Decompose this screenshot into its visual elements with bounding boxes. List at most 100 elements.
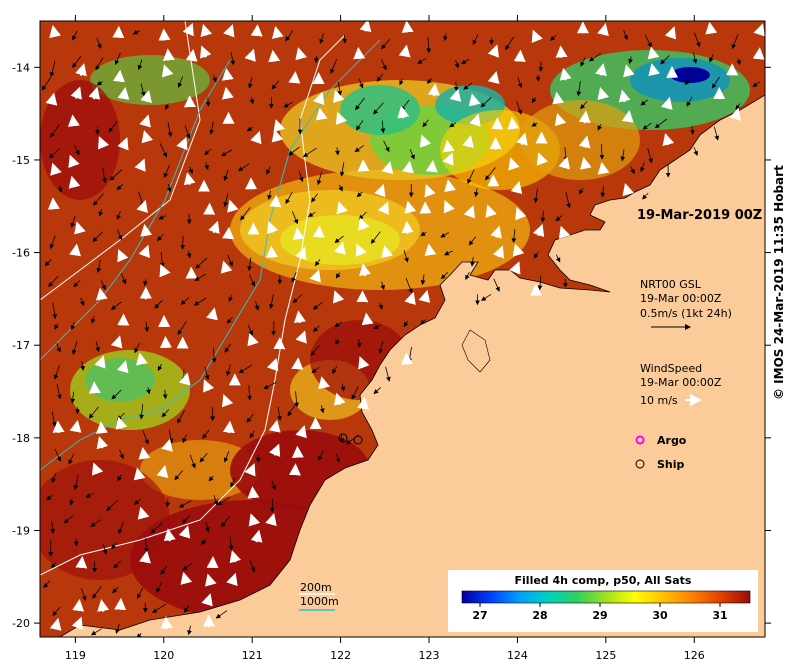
current-vector bbox=[41, 76, 52, 91]
current-vector bbox=[370, 231, 381, 244]
current-vector bbox=[248, 77, 253, 89]
current-vector bbox=[116, 184, 124, 191]
current-vector bbox=[292, 294, 303, 304]
current-vector bbox=[137, 587, 144, 599]
current-vector bbox=[420, 231, 427, 237]
current-vector bbox=[420, 319, 427, 325]
wind-vector bbox=[335, 111, 348, 125]
wind-legend-time: 19-Mar 00:00Z bbox=[640, 376, 722, 389]
current-vector bbox=[80, 361, 85, 371]
wind-vector bbox=[515, 207, 527, 221]
current-vector bbox=[73, 144, 80, 156]
current-vector bbox=[54, 323, 59, 330]
wind-vector bbox=[487, 44, 499, 58]
current-vector bbox=[277, 406, 282, 421]
current-vector bbox=[73, 474, 79, 490]
wind-vector bbox=[88, 86, 101, 100]
wind-vector bbox=[50, 162, 62, 176]
current-vector bbox=[493, 278, 500, 292]
x-tick-label: 121 bbox=[242, 649, 263, 662]
current-vector bbox=[283, 101, 294, 108]
current-vector bbox=[117, 229, 123, 241]
wind-vector bbox=[313, 91, 325, 106]
current-vector bbox=[246, 126, 253, 132]
y-axis: -14 -15 -16 -17 -18 -19 -20 bbox=[12, 61, 771, 630]
current-vector bbox=[711, 76, 720, 89]
wind-vector bbox=[52, 420, 65, 433]
current-vector bbox=[161, 409, 170, 418]
current-vector bbox=[70, 391, 76, 404]
wind-vector bbox=[752, 47, 765, 60]
current-vector bbox=[142, 430, 149, 445]
x-tick-label: 124 bbox=[507, 649, 528, 662]
ship-marker bbox=[338, 433, 348, 443]
wind-vector bbox=[487, 70, 500, 85]
wind-vector bbox=[158, 28, 171, 41]
current-vector bbox=[221, 149, 233, 157]
wind-vector bbox=[203, 379, 215, 393]
current-vector bbox=[355, 97, 365, 111]
current-vector bbox=[449, 122, 457, 128]
y-tick-label: -20 bbox=[12, 617, 30, 630]
current-vector bbox=[403, 250, 409, 263]
wind-vector bbox=[660, 96, 673, 110]
colorbar-tick-label: 28 bbox=[532, 609, 547, 622]
current-vector bbox=[403, 320, 409, 328]
wind-vector bbox=[531, 29, 543, 44]
current-vector bbox=[267, 190, 272, 200]
wind-vector bbox=[536, 152, 549, 166]
wind-vector bbox=[185, 49, 198, 62]
wind-vector bbox=[138, 244, 150, 259]
current-vector bbox=[620, 149, 626, 162]
current-vector bbox=[373, 387, 381, 395]
current-vector bbox=[180, 235, 186, 250]
current-vector bbox=[56, 384, 62, 400]
current-vector bbox=[114, 52, 121, 66]
current-vector bbox=[319, 405, 325, 414]
current-vector bbox=[422, 119, 429, 128]
current-vector bbox=[238, 364, 253, 374]
current-vector bbox=[531, 122, 538, 127]
current-vector bbox=[580, 101, 588, 110]
wind-vector bbox=[266, 220, 279, 235]
wind-vector bbox=[95, 421, 108, 434]
current-vector bbox=[470, 257, 475, 267]
current-vector bbox=[111, 542, 117, 550]
current-vector bbox=[150, 522, 164, 534]
current-vector bbox=[405, 277, 413, 294]
wind-vector bbox=[444, 179, 456, 193]
current-vector bbox=[174, 470, 184, 481]
current-vector bbox=[106, 499, 119, 511]
contour-1000m bbox=[40, 59, 231, 361]
wind-vector bbox=[208, 220, 220, 235]
current-vector bbox=[356, 191, 363, 198]
current-vector bbox=[249, 96, 255, 105]
current-vector bbox=[380, 120, 386, 134]
wind-vector bbox=[163, 528, 176, 542]
current-vector bbox=[194, 273, 206, 281]
wind-vector bbox=[68, 175, 81, 189]
current-vector bbox=[70, 321, 76, 331]
wind-vector bbox=[160, 616, 173, 630]
current-vector bbox=[158, 215, 166, 220]
current-vector bbox=[288, 146, 300, 156]
wind-vector bbox=[271, 25, 284, 39]
current-vector bbox=[213, 495, 219, 506]
current-vector bbox=[630, 166, 635, 175]
current-vector bbox=[48, 275, 59, 287]
wind-vector bbox=[579, 156, 592, 170]
current-vector bbox=[334, 321, 343, 328]
current-vector bbox=[182, 434, 187, 444]
current-vector bbox=[50, 124, 60, 138]
wind-vector bbox=[265, 512, 277, 527]
current-vector bbox=[247, 257, 253, 272]
current-vector bbox=[731, 34, 739, 50]
current-vector bbox=[115, 623, 120, 634]
current-vector bbox=[223, 451, 230, 463]
current-vector bbox=[163, 165, 170, 178]
wind-vector bbox=[176, 136, 188, 151]
colorbar-tick-label: 30 bbox=[652, 609, 668, 622]
current-vector bbox=[134, 498, 141, 505]
current-vector bbox=[182, 514, 191, 524]
wind-vector bbox=[269, 194, 282, 208]
